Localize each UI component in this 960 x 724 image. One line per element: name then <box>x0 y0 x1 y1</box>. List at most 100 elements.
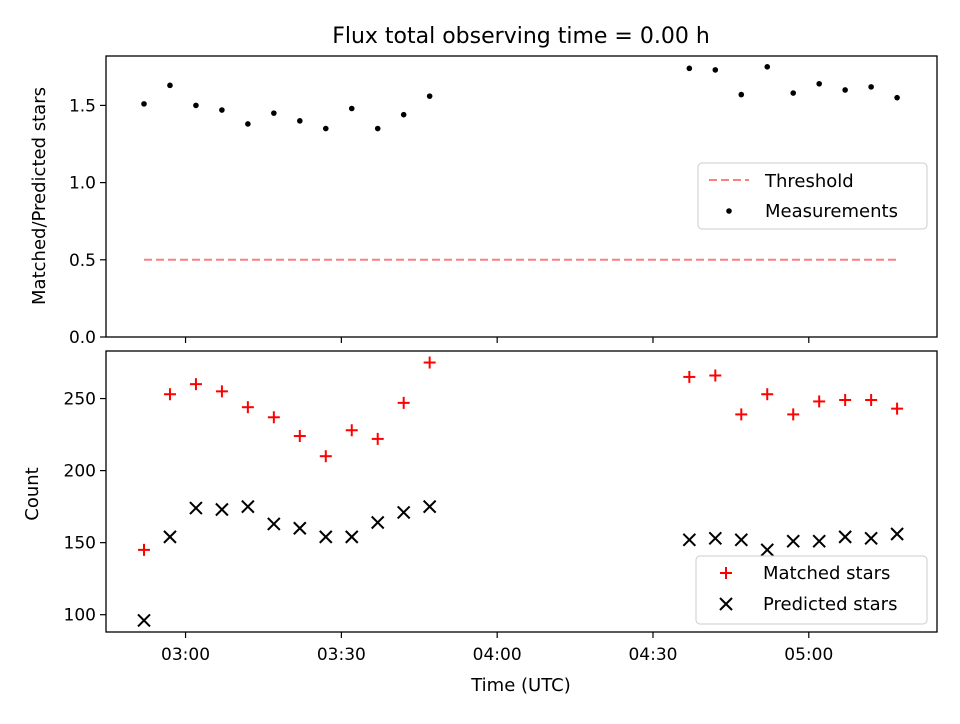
bottom-ytick-label: 250 <box>64 390 96 410</box>
legend-predicted-swatch <box>719 597 733 611</box>
top-ytick-label: 0.5 <box>69 251 96 271</box>
measurement-point <box>245 121 251 127</box>
top-series <box>141 64 900 261</box>
measurement-point <box>167 82 173 89</box>
measurement-point <box>894 94 900 101</box>
top-ytick-label: 0.0 <box>69 328 96 348</box>
matched-stars-point <box>813 395 826 408</box>
measurement-point <box>322 125 329 132</box>
matched-stars-point <box>787 408 800 421</box>
predicted-stars-point <box>864 531 878 546</box>
measurement-point <box>816 80 822 87</box>
measurement-point <box>400 111 407 118</box>
matched-stars-point <box>735 408 748 421</box>
predicted-stars-point <box>319 530 333 544</box>
bottom-xtick-label: 04:00 <box>473 645 522 665</box>
measurement-point <box>738 91 745 98</box>
matched-stars-point <box>865 393 878 406</box>
bottom-xtick-label: 05:00 <box>784 645 833 665</box>
measurement-point <box>348 105 355 112</box>
bottom-xtick-label: 03:30 <box>317 645 366 665</box>
legend-matched-swatch <box>720 567 732 579</box>
matched-stars-point <box>241 401 254 414</box>
measurement-point <box>271 110 277 116</box>
matched-stars-point <box>709 369 722 382</box>
predicted-stars-point <box>734 533 748 547</box>
legend-predicted-label: Predicted stars <box>763 594 897 615</box>
matched-stars-point <box>345 424 358 437</box>
bottom-y-ticks: 100 150 200 250 <box>64 390 106 626</box>
matched-stars-point <box>397 396 410 409</box>
predicted-stars-point <box>786 534 800 548</box>
matched-stars-point <box>891 402 904 415</box>
predicted-stars-point <box>163 530 177 544</box>
bottom-xtick-label: 04:30 <box>628 645 677 665</box>
matched-stars-point <box>761 388 774 401</box>
legend-measurements-swatch <box>726 208 732 214</box>
measurement-point <box>764 64 771 70</box>
measurement-point <box>374 125 381 132</box>
bottom-axes-frame <box>105 350 938 633</box>
measurement-point <box>426 93 433 99</box>
predicted-stars-point <box>189 501 203 515</box>
bottom-ytick-label: 150 <box>64 534 96 554</box>
predicted-stars-point <box>708 531 723 546</box>
predicted-stars-point <box>422 499 437 514</box>
legend-matched-label: Matched stars <box>763 563 890 584</box>
top-axes-frame <box>105 55 938 338</box>
matched-stars-point <box>267 411 280 424</box>
matched-stars-point <box>215 385 228 398</box>
legend-measurements-label: Measurements <box>765 201 898 222</box>
predicted-stars-point <box>137 613 151 628</box>
bottom-legend: Matched stars Predicted stars <box>695 555 928 625</box>
predicted-stars-point <box>890 527 904 541</box>
bottom-y-axis-label: Count <box>22 467 43 520</box>
matched-stars-point <box>163 388 176 401</box>
matched-stars-point <box>189 378 202 391</box>
chart-title: Flux total observing time = 0.00 h <box>332 24 710 49</box>
matched-stars-point <box>319 450 332 463</box>
predicted-stars-point <box>293 521 307 535</box>
top-y-axis-label: Matched/Predicted stars <box>29 87 50 305</box>
predicted-stars-point <box>371 515 385 530</box>
measurement-point <box>219 107 225 113</box>
predicted-stars-point <box>345 530 359 544</box>
bottom-ytick-label: 100 <box>64 606 96 626</box>
measurement-point <box>141 101 147 107</box>
predicted-stars-point <box>838 530 852 544</box>
measurement-point <box>193 102 199 109</box>
top-ytick-label: 1.5 <box>69 96 96 116</box>
legend-threshold-label: Threshold <box>764 171 854 192</box>
measurement-point <box>790 90 797 96</box>
predicted-stars-point <box>760 543 774 557</box>
top-ytick-label: 1.0 <box>69 174 96 194</box>
matched-stars-point <box>138 543 150 556</box>
top-x-ticks <box>184 337 810 343</box>
matched-stars-point <box>839 393 852 406</box>
measurement-point <box>842 87 848 93</box>
bottom-xtick-label: 03:00 <box>161 645 210 665</box>
measurement-point <box>297 118 303 124</box>
top-legend: Threshold Measurements <box>697 162 928 230</box>
predicted-stars-point <box>682 533 697 547</box>
x-axis-label: Time (UTC) <box>470 675 571 696</box>
measurement-point <box>686 65 693 72</box>
bottom-ytick-label: 200 <box>64 462 96 482</box>
matched-stars-point <box>423 356 436 369</box>
measurement-point <box>712 67 719 73</box>
matched-stars-point <box>371 432 384 445</box>
predicted-stars-point <box>812 534 826 548</box>
predicted-stars-point <box>215 502 229 517</box>
top-legend-box <box>697 162 928 230</box>
bottom-series <box>137 356 904 628</box>
matched-stars-point <box>293 430 306 443</box>
matched-stars-point <box>683 370 696 383</box>
bottom-x-ticks: 03:00 03:30 04:00 04:30 05:00 <box>161 632 833 665</box>
predicted-stars-point <box>241 499 255 514</box>
predicted-stars-point <box>267 517 281 531</box>
bottom-legend-box <box>695 555 928 625</box>
predicted-stars-point <box>396 505 411 520</box>
measurement-point <box>868 84 874 90</box>
